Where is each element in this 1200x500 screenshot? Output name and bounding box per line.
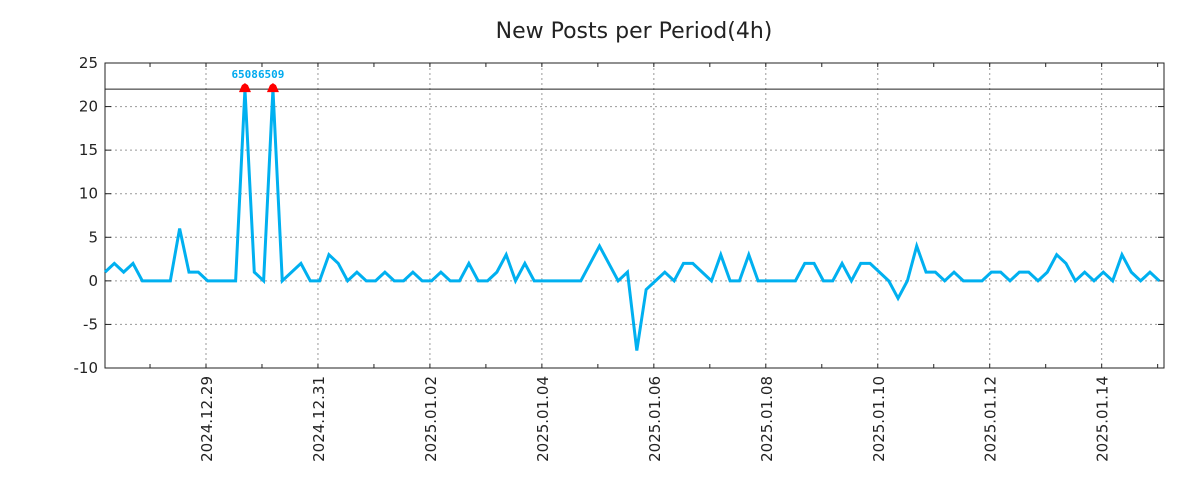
x-tick-label: 2025.01.10 [870,376,888,462]
y-tick-label: 15 [79,141,98,159]
annotations: 6508 6509 [231,68,285,93]
y-tick-label: 20 [79,98,98,116]
x-axis: 2024.12.29 2024.12.31 2025.01.02 2025.01.04… [149,63,1159,462]
chart-title: New Posts per Period(4h) [496,19,773,44]
x-tick-label: 2025.01.02 [422,376,440,462]
y-tick-label: 25 [79,54,98,72]
y-axis: 25 20 15 10 5 0 -5 -10 [74,54,1164,377]
y-tick-label: 0 [88,272,98,290]
x-tick-label: 2024.12.29 [198,376,216,462]
annotation-label: 6509 [258,68,285,81]
annotation-label: 6508 [231,68,258,81]
y-tick-label: -5 [83,315,98,333]
x-tick-label: 2025.01.06 [646,376,664,462]
x-tick-label: 2025.01.08 [758,376,776,462]
x-tick-label: 2025.01.14 [1094,376,1112,462]
clip-marker-icon [266,83,279,93]
clip-marker-icon [238,83,251,93]
x-tick-label: 2024.12.31 [310,376,328,462]
plot-frame [104,62,1165,369]
y-tick-label: 5 [88,228,98,246]
y-tick-label: -10 [74,359,99,377]
x-tick-label: 2025.01.12 [982,376,1000,462]
series-line-new-posts [103,89,1161,351]
y-tick-label: 10 [79,185,98,203]
x-tick-label: 2025.01.04 [534,376,552,462]
